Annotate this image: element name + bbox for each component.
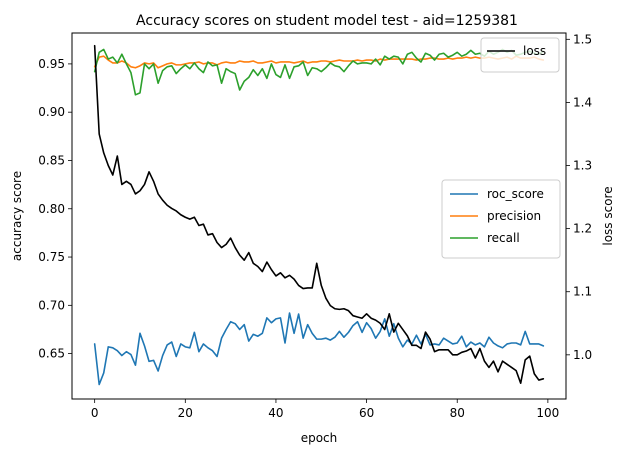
series-line-precision xyxy=(93,55,545,69)
legend-label-recall: recall xyxy=(487,231,520,245)
y-tick-label: 0.75 xyxy=(38,250,65,264)
chart-title: Accuracy scores on student model test - … xyxy=(136,13,518,29)
y-tick-label: 0.65 xyxy=(38,347,65,361)
y-tick-label: 0.85 xyxy=(38,153,65,167)
plot-area xyxy=(71,32,567,400)
y2-tick-label: 1.1 xyxy=(573,285,592,299)
legend-label-precision: precision xyxy=(487,209,541,223)
x-tick-label: 60 xyxy=(359,406,374,420)
y2-tick-label: 1.0 xyxy=(573,348,592,362)
plot-frame xyxy=(71,32,567,400)
y2-tick-label: 1.3 xyxy=(573,159,592,173)
x-tick-label: 0 xyxy=(91,406,99,420)
x-tick-label: 80 xyxy=(450,406,465,420)
y-axis-label: accuracy score xyxy=(10,171,24,261)
y-tick-label: 0.80 xyxy=(38,202,65,216)
x-axis: 0 20 40 60 80 100 xyxy=(91,399,559,420)
x-tick-label: 20 xyxy=(178,406,193,420)
y2-tick-label: 1.5 xyxy=(573,32,592,46)
y-tick-label: 0.90 xyxy=(38,105,65,119)
y2-tick-label: 1.2 xyxy=(573,222,592,236)
legend-main: roc_score precision recall xyxy=(441,179,561,259)
series-line-loss xyxy=(93,44,545,385)
x-tick-label: 100 xyxy=(536,406,559,420)
y-axis-right: 1.0 1.1 1.2 1.3 1.4 1.5 xyxy=(566,32,592,362)
y-axis-left: 0.65 0.70 0.75 0.80 0.85 0.90 0.95 xyxy=(38,57,72,361)
legend-label-loss: loss xyxy=(523,44,546,58)
series-line-roc-score xyxy=(93,312,545,386)
legend-label-roc-score: roc_score xyxy=(487,187,544,201)
y-tick-label: 0.70 xyxy=(38,298,65,312)
series-line-recall xyxy=(93,48,545,96)
y-tick-label: 0.95 xyxy=(38,57,65,71)
y2-axis-label: loss score xyxy=(601,186,615,245)
legend-loss-frame xyxy=(480,37,560,73)
y2-tick-label: 1.4 xyxy=(573,95,592,109)
legend-loss: loss xyxy=(480,37,560,73)
series-layer xyxy=(93,44,545,386)
x-axis-label: epoch xyxy=(301,431,338,445)
x-tick-label: 40 xyxy=(268,406,283,420)
